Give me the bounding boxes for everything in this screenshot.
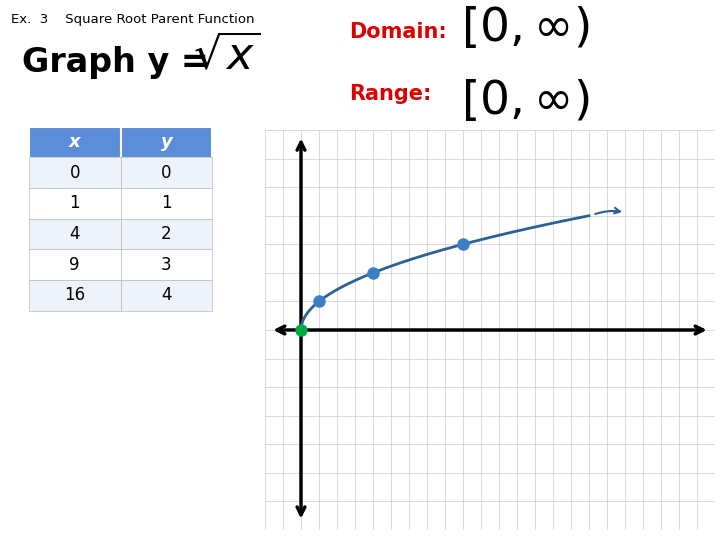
Text: $\sqrt{x}$: $\sqrt{x}$ <box>193 35 261 78</box>
Bar <box>29 188 120 219</box>
Text: Range:: Range: <box>349 84 431 104</box>
Text: $[0,\infty)$: $[0,\infty)$ <box>461 5 589 51</box>
Text: $[0,\infty)$: $[0,\infty)$ <box>461 78 589 124</box>
Bar <box>29 158 120 188</box>
Bar <box>120 249 212 280</box>
Text: 2: 2 <box>161 225 172 243</box>
Text: 1: 1 <box>69 194 80 212</box>
Bar <box>120 127 212 158</box>
Bar <box>29 280 120 310</box>
Text: 0: 0 <box>161 164 172 182</box>
Bar <box>120 280 212 310</box>
Bar <box>29 127 120 158</box>
Bar <box>120 219 212 249</box>
Text: 9: 9 <box>69 255 80 274</box>
Bar <box>120 188 212 219</box>
Text: Domain:: Domain: <box>349 22 447 42</box>
Text: 3: 3 <box>161 255 172 274</box>
Bar <box>120 158 212 188</box>
Text: 4: 4 <box>161 286 172 304</box>
Text: 1: 1 <box>161 194 172 212</box>
Text: 16: 16 <box>64 286 85 304</box>
Text: x: x <box>69 133 81 151</box>
Text: Ex.  3    Square Root Parent Function: Ex. 3 Square Root Parent Function <box>11 14 254 26</box>
Bar <box>29 219 120 249</box>
Text: y: y <box>161 133 172 151</box>
Text: 0: 0 <box>69 164 80 182</box>
Text: 4: 4 <box>69 225 80 243</box>
Bar <box>29 249 120 280</box>
Text: Graph y =: Graph y = <box>22 46 220 79</box>
